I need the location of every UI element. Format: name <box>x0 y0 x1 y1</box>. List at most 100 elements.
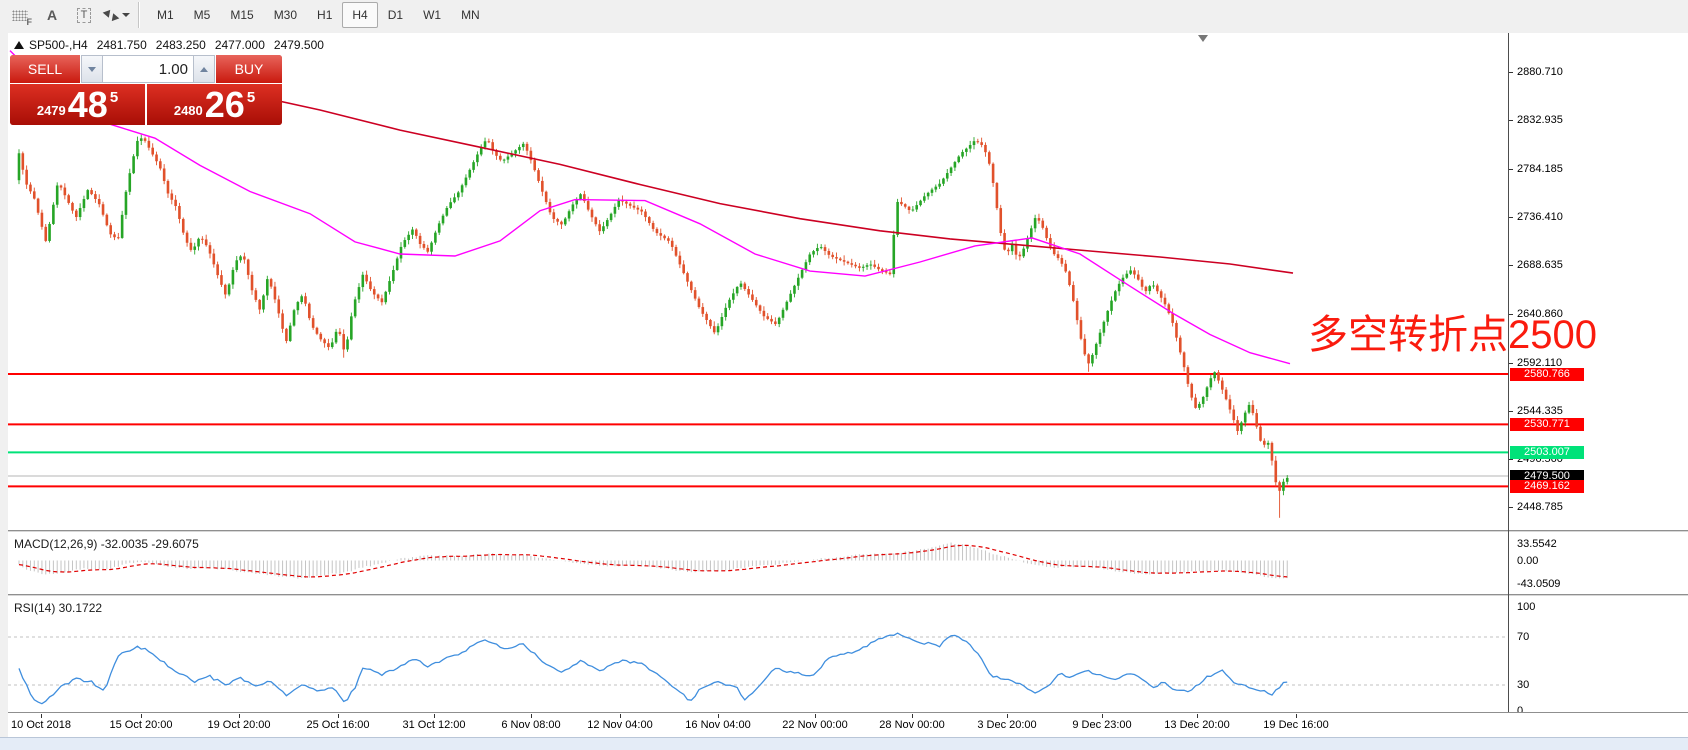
price-axis-label: 2832.935 <box>1517 114 1563 127</box>
price-level-badge: 2469.162 <box>1510 479 1584 493</box>
ma-slow-line <box>231 90 1294 274</box>
indicator-axis-label: 70 <box>1517 631 1530 643</box>
fibonacci-retracement-icon[interactable]: F <box>6 2 34 28</box>
price-axis-tick <box>1509 458 1513 460</box>
spinner-up-icon <box>200 66 208 72</box>
timeframe-button-mn[interactable]: MN <box>461 8 480 22</box>
ma-fast-line <box>9 50 1291 365</box>
status-bar-strip <box>0 737 1688 750</box>
indicator-axis-label: 30 <box>1517 679 1530 691</box>
sell-button[interactable]: SELL <box>10 55 81 83</box>
time-axis-tick <box>434 714 435 718</box>
panel-divider[interactable] <box>8 712 1688 714</box>
indicator-axis-label: 0.00 <box>1517 555 1539 567</box>
price-level-badge: 2503.007 <box>1510 445 1584 459</box>
buy-price-big: 26 <box>204 84 245 125</box>
timeframe-button-d1[interactable]: D1 <box>387 8 404 22</box>
fibonacci-grid-glyph: F <box>12 9 32 27</box>
timeframe-button-w1[interactable]: W1 <box>423 8 442 22</box>
price-axis-tick <box>1509 72 1513 73</box>
arrow-tools-button[interactable] <box>102 2 131 28</box>
time-axis-tick <box>620 714 621 718</box>
time-axis-tick <box>41 714 42 718</box>
time-axis-label: 6 Nov 08:00 <box>501 719 561 731</box>
timeframe-button-h1[interactable]: H1 <box>317 8 333 22</box>
symbol-period-label: SP500-,H4 <box>29 38 88 52</box>
insert-text-icon[interactable]: A <box>38 2 66 28</box>
spinner-down-icon <box>88 66 96 72</box>
text-label-icon[interactable]: T <box>70 2 98 28</box>
timeframe-button-m15[interactable]: M15 <box>230 8 254 22</box>
sell-price-sup: 5 <box>109 89 119 106</box>
time-axis-tick <box>141 714 142 718</box>
symbol-triangle-icon <box>14 41 24 49</box>
price-axis-label: 2688.635 <box>1517 259 1563 272</box>
time-axis-label: 13 Dec 20:00 <box>1164 719 1230 731</box>
rsi-panel[interactable] <box>8 597 1508 712</box>
timeframe-button-h4[interactable]: H4 <box>342 2 378 28</box>
panel-divider[interactable] <box>8 530 1688 533</box>
price-axis-label: 2448.785 <box>1517 500 1563 513</box>
sell-price-big: 48 <box>67 84 108 125</box>
price-axis-separator <box>1508 33 1509 712</box>
macd-label: MACD(12,26,9) -32.0035 -29.6075 <box>14 537 199 551</box>
arrows-icon <box>102 7 120 24</box>
price-axis-label: 2592.110 <box>1517 356 1563 369</box>
time-axis-label: 25 Oct 16:00 <box>306 719 370 731</box>
insert-text-glyph: A <box>46 7 58 23</box>
indicator-axis-label: 0 <box>1517 705 1524 717</box>
volume-input[interactable] <box>103 55 193 83</box>
indicator-axis-label: 33.5542 <box>1517 538 1557 550</box>
price-axis-tick <box>1509 362 1513 364</box>
macd-panel[interactable] <box>8 533 1508 594</box>
time-axis-tick <box>1102 714 1103 718</box>
time-axis-tick <box>1007 714 1008 718</box>
price-axis-label: 2640.860 <box>1517 307 1563 320</box>
candlesticks <box>17 134 1289 518</box>
time-axis-label: 19 Dec 16:00 <box>1263 719 1329 731</box>
price-axis-label: 2736.410 <box>1517 211 1563 224</box>
open-value: 2481.750 <box>96 38 147 52</box>
timeframe-button-m5[interactable]: M5 <box>193 8 211 22</box>
chart-annotation-text: 多空转折点2500 <box>1308 313 1597 357</box>
text-label-glyph: T <box>76 7 92 23</box>
time-axis-label: 28 Nov 00:00 <box>879 719 945 731</box>
time-axis-label: 22 Nov 00:00 <box>782 719 848 731</box>
time-axis-tick <box>1197 714 1198 718</box>
timeframe-button-m30[interactable]: M30 <box>273 8 298 22</box>
buy-price-display[interactable]: 2480 26 5 <box>146 84 282 125</box>
chevron-down-icon <box>122 13 130 17</box>
price-axis-tick <box>1509 265 1513 267</box>
timeframe-button-m1[interactable]: M1 <box>157 8 174 22</box>
low-value: 2477.000 <box>214 38 265 52</box>
price-level-badge: 2479.500 <box>1510 469 1584 483</box>
time-axis-label: 31 Oct 12:00 <box>402 719 466 731</box>
time-axis-label: 10 Oct 2018 <box>11 719 71 731</box>
price-axis-label: 2784.185 <box>1517 163 1563 176</box>
chart-ohlc-header: SP500-,H4 2481.750 2483.250 2477.000 247… <box>14 38 333 52</box>
time-axis-tick <box>815 714 816 718</box>
time-axis-tick <box>531 714 532 718</box>
price-level-badge: 2580.766 <box>1510 367 1584 381</box>
volume-increase-button[interactable] <box>193 55 215 83</box>
one-click-trading-widget: SELL BUY 2479 48 5 2480 26 5 <box>10 55 282 125</box>
panel-divider[interactable] <box>8 594 1688 597</box>
buy-button[interactable]: BUY <box>215 55 282 83</box>
toolbar: F A T M1 M5 M15 M30 H1 H4 D1 W1 MN <box>0 0 1688 30</box>
price-axis-tick <box>1509 410 1513 412</box>
close-value: 2479.500 <box>273 38 324 52</box>
sell-price-small: 2479 <box>36 103 66 118</box>
time-axis-label: 15 Oct 20:00 <box>109 719 173 731</box>
rsi-label: RSI(14) 30.1722 <box>14 601 103 615</box>
macd-signal-line <box>18 544 1288 578</box>
fibonacci-f-label: F <box>26 16 33 27</box>
chart-shift-marker-icon[interactable] <box>1198 35 1208 42</box>
toolbar-separator <box>138 2 140 28</box>
volume-decrease-button[interactable] <box>81 55 103 83</box>
time-axis-tick <box>239 714 240 718</box>
indicator-axis-label: -43.0509 <box>1517 578 1561 590</box>
time-axis-label: 3 Dec 20:00 <box>977 719 1037 731</box>
price-axis-label: 2544.335 <box>1517 404 1563 417</box>
sell-price-display[interactable]: 2479 48 5 <box>10 84 146 125</box>
buy-price-sup: 5 <box>246 89 256 106</box>
